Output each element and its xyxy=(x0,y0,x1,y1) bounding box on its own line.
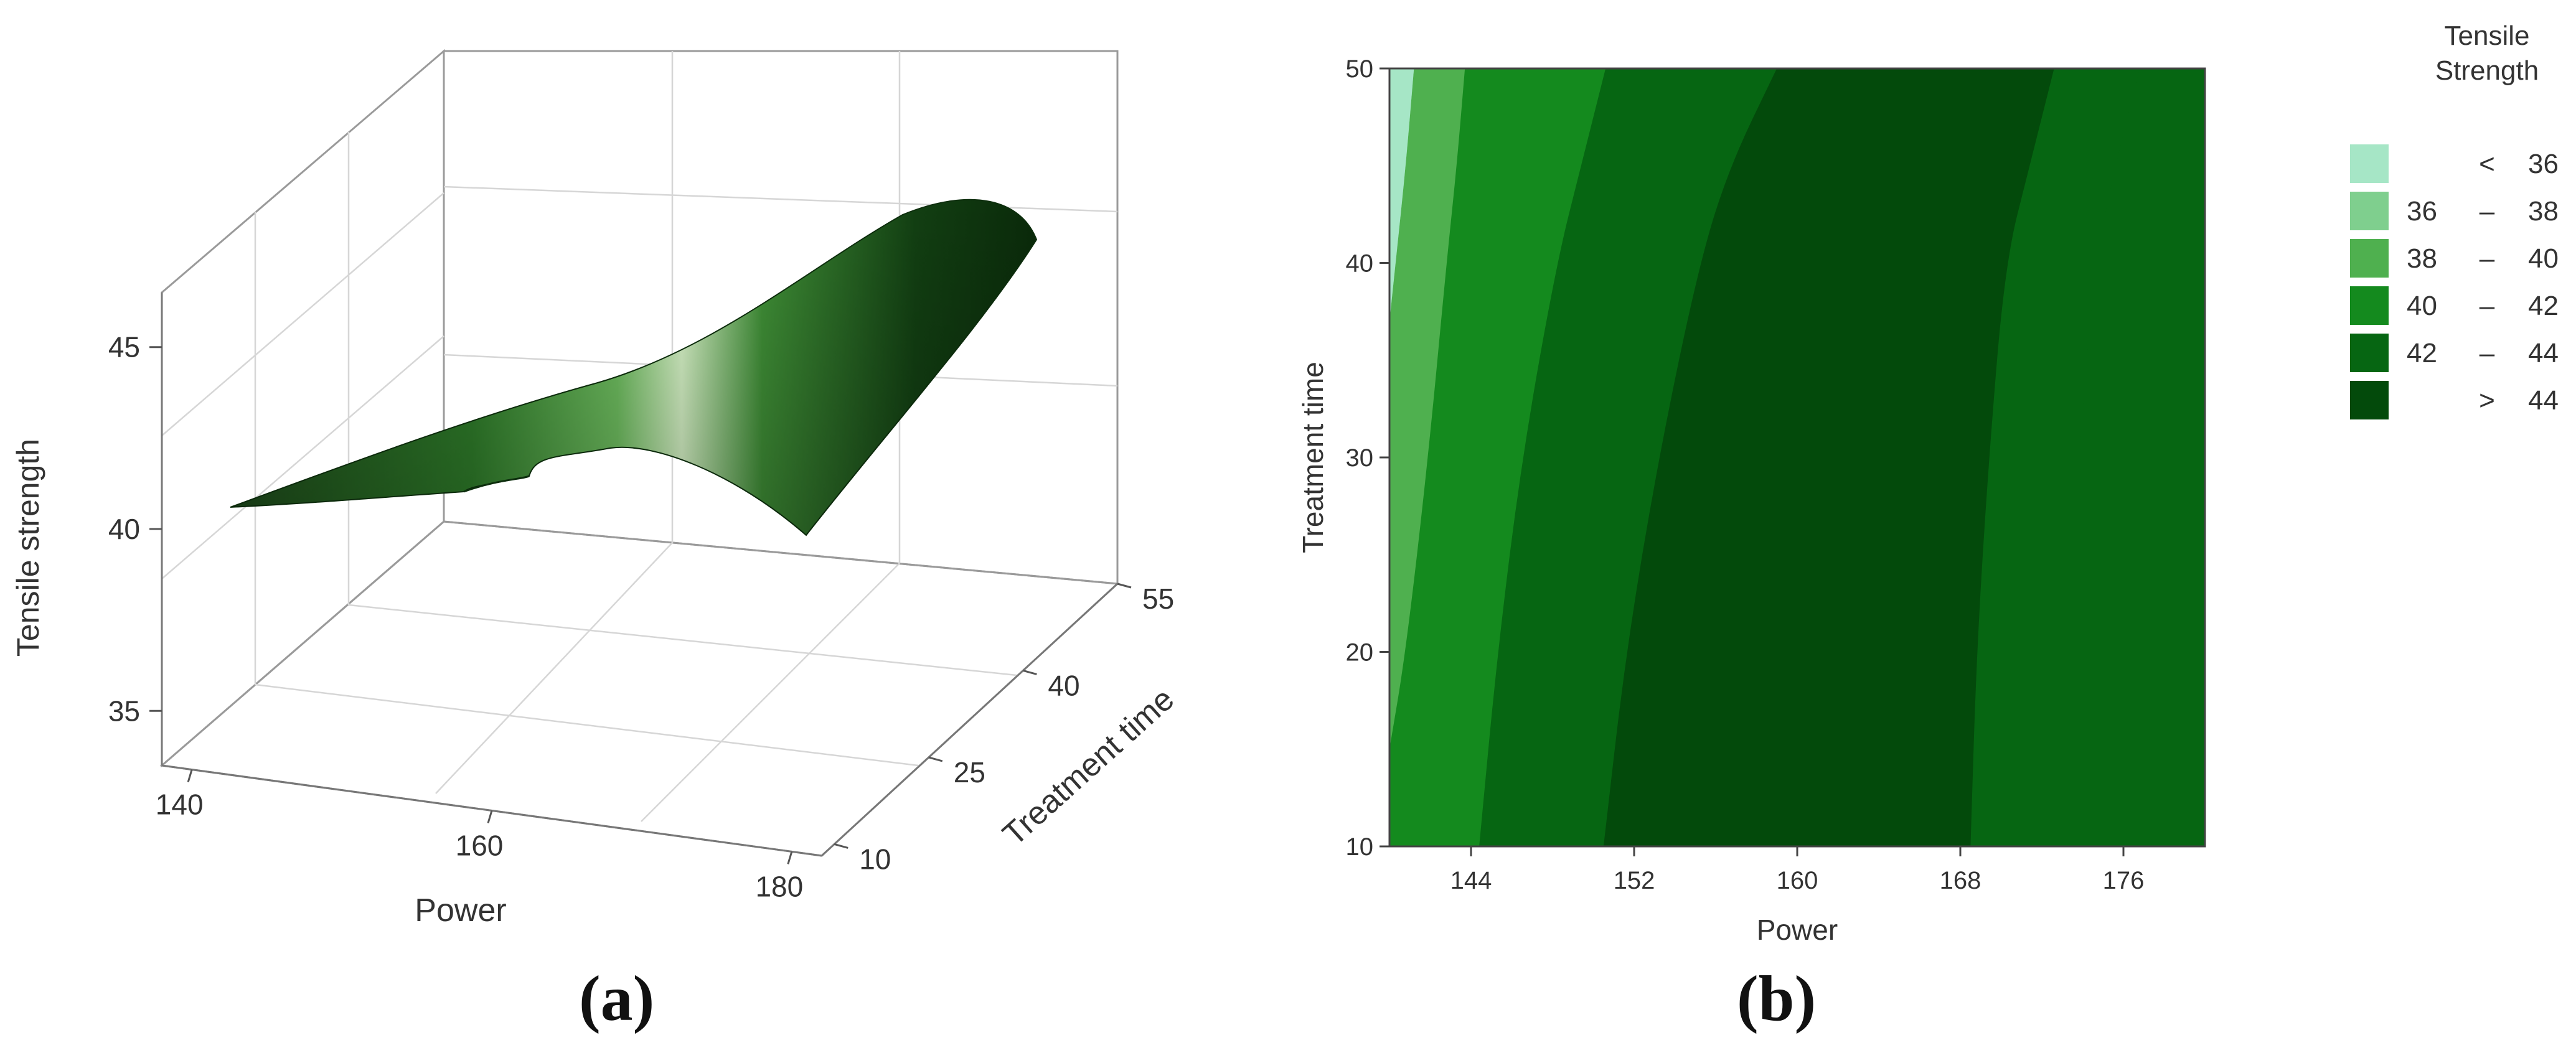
legend-label-low: 40 xyxy=(2407,291,2437,321)
y-tick-mark xyxy=(1023,670,1037,675)
legend-label-dash: – xyxy=(2480,291,2495,321)
contour-region xyxy=(2062,68,2205,846)
legend-swatch xyxy=(2350,286,2389,325)
y-tick-label: 25 xyxy=(954,756,985,789)
legend-swatch xyxy=(2350,334,2389,372)
caption-a: (a) xyxy=(579,963,655,1034)
contour-y-tick-label: 50 xyxy=(1346,55,1374,83)
legend-swatch xyxy=(2350,192,2389,230)
contour-plot: 144 152 160 168 176 10 20 30 40 50 Power Treatme… xyxy=(1297,21,2559,946)
legend-label-high: 40 xyxy=(2528,243,2559,274)
contour-region xyxy=(1389,68,1465,749)
y-tick-label: 40 xyxy=(1048,669,1079,701)
contour-y-tick-label: 30 xyxy=(1346,444,1374,472)
z-tick-label: 35 xyxy=(108,695,140,727)
legend-label-value: 44 xyxy=(2528,385,2559,416)
y-tick-label: 55 xyxy=(1142,583,1174,615)
legend-swatch xyxy=(2350,381,2389,419)
legend-label-low: 38 xyxy=(2407,243,2437,274)
contour-regions xyxy=(1389,68,2205,846)
caption-b: (b) xyxy=(1737,963,1817,1034)
x-tick-label: 160 xyxy=(456,830,504,862)
legend-label-symbol: < xyxy=(2479,149,2495,179)
contour-x-tick-label: 144 xyxy=(1450,867,1492,894)
legend-swatch xyxy=(2350,144,2389,183)
legend-label-low: 36 xyxy=(2407,196,2437,227)
contour-x-tick-label: 160 xyxy=(1777,867,1818,894)
y-tick-mark xyxy=(834,843,848,849)
surface-mesh xyxy=(230,199,1038,536)
contour-x-ticks: 144 152 160 168 176 xyxy=(1450,846,2145,894)
contour-x-tick-label: 168 xyxy=(1940,867,1981,894)
surface-plot: 35 40 45 140 160 180 10 25 40 55 Tensile streng… xyxy=(11,49,1181,929)
legend-label-high: 44 xyxy=(2528,338,2559,368)
legend-label-high: 42 xyxy=(2528,291,2559,321)
z-axis-ticks: 35 40 45 xyxy=(108,331,162,727)
y-tick-mark xyxy=(1117,583,1132,589)
y-axis-label: Treatment time xyxy=(996,681,1181,853)
z-tick-label: 40 xyxy=(108,513,140,545)
contour-x-tick-label: 152 xyxy=(1614,867,1655,894)
surface-plot-walls xyxy=(159,49,1120,857)
legend-label-value: 36 xyxy=(2528,149,2559,179)
contour-y-tick-label: 40 xyxy=(1346,250,1374,278)
contour-y-axis-label: Treatment time xyxy=(1297,362,1329,553)
legend-label-dash: – xyxy=(2480,243,2495,274)
x-axis-label: Power xyxy=(415,892,506,929)
z-axis-label: Tensile strength xyxy=(11,439,45,657)
contour-region xyxy=(1389,68,1414,322)
legend-label-symbol: > xyxy=(2479,385,2495,416)
z-tick-label: 45 xyxy=(108,331,140,363)
x-axis-ticks: 140 160 180 xyxy=(156,769,803,902)
x-tick-mark xyxy=(487,810,493,823)
contour-y-tick-label: 10 xyxy=(1346,833,1374,861)
legend-label-high: 38 xyxy=(2528,196,2559,227)
legend-label-dash: – xyxy=(2480,338,2495,368)
y-axis-ticks: 10 25 40 55 xyxy=(834,583,1174,875)
y-tick-mark xyxy=(928,756,943,762)
legend-label-dash: – xyxy=(2480,196,2495,227)
x-tick-mark xyxy=(787,851,793,864)
legend-swatch xyxy=(2350,239,2389,278)
contour-legend: Tensile Strength <36 36 – 38 38 – 40 40 – 42 42 – 44… xyxy=(2350,21,2559,419)
x-tick-label: 140 xyxy=(156,789,204,821)
contour-x-tick-label: 176 xyxy=(2103,867,2145,894)
contour-y-ticks: 10 20 30 40 50 xyxy=(1346,55,1389,861)
legend-label-low: 42 xyxy=(2407,338,2437,368)
x-tick-label: 180 xyxy=(755,870,803,902)
legend-title-line-1: Tensile xyxy=(2445,21,2530,51)
x-tick-mark xyxy=(187,769,193,783)
contour-x-axis-label: Power xyxy=(1757,914,1838,946)
y-tick-label: 10 xyxy=(859,843,891,875)
legend-title-line-2: Strength xyxy=(2435,55,2539,86)
contour-y-tick-label: 20 xyxy=(1346,639,1374,667)
legend-items: <36 36 – 38 38 – 40 40 – 42 42 – 44 > 44 xyxy=(2350,144,2559,419)
